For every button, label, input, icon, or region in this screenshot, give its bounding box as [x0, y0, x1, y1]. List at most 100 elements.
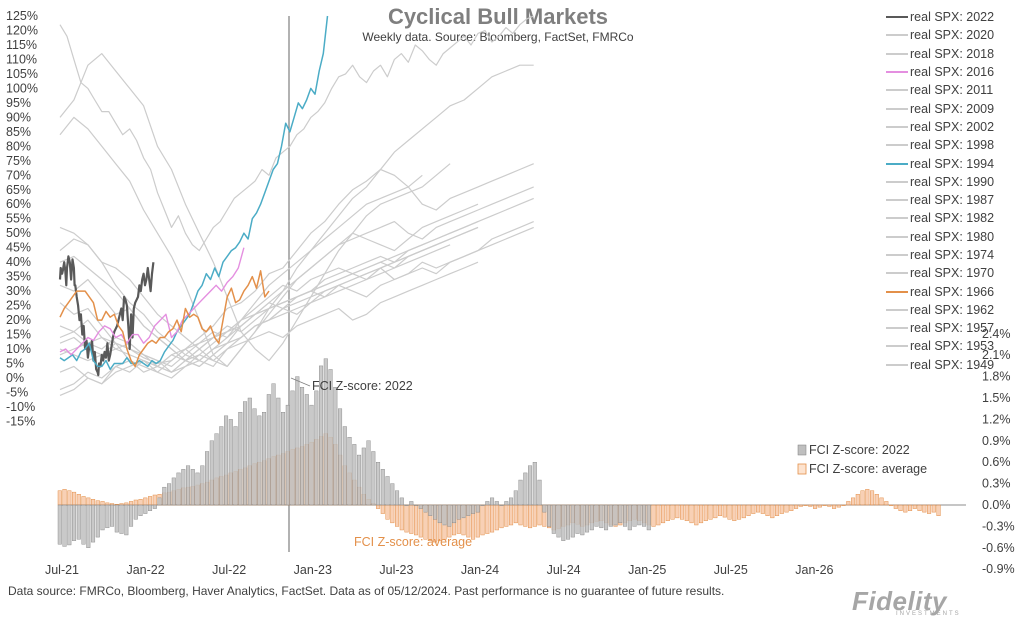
bar-fci-average — [694, 504, 699, 526]
bar-fci-2022 — [285, 404, 290, 506]
bar-fci-average — [718, 504, 723, 516]
bar-fci-average — [699, 504, 704, 524]
bar-fci-2022 — [547, 504, 552, 527]
y-tick-label: -15% — [6, 414, 35, 428]
bar-fci-average — [808, 504, 813, 507]
legend-label: real SPX: 1990 — [910, 174, 995, 189]
legend-label: real SPX: 1994 — [910, 156, 995, 171]
bar-fci-average — [152, 494, 157, 506]
bar-fci-average — [822, 504, 827, 506]
bar-fci-average — [380, 504, 385, 514]
bar-fci-2022 — [238, 412, 243, 506]
bar-fci-average — [143, 497, 148, 506]
line-real-spx-2002 — [59, 163, 534, 362]
bar-fci-average — [528, 504, 533, 529]
x-tick-label: Jan-24 — [461, 563, 499, 577]
legend-line-swatch — [886, 363, 908, 366]
bar-fci-2022 — [195, 472, 200, 506]
legend-item: real SPX: 1962 — [886, 301, 994, 319]
x-tick-label: Jul-24 — [547, 563, 581, 577]
bar-fci-average — [846, 501, 851, 506]
bar-fci-2022 — [361, 447, 366, 506]
bar-fci-2022 — [471, 504, 476, 514]
x-tick-label: Jan-26 — [795, 563, 833, 577]
bar-fci-2022 — [532, 462, 537, 506]
bar-fci-average — [779, 504, 784, 514]
bar-fci-average — [689, 504, 694, 524]
bar-fci-average — [670, 504, 675, 520]
bar-fci-average — [803, 504, 808, 506]
line-real-spx-1994 — [59, 15, 329, 371]
x-tick-label: Jan-25 — [628, 563, 666, 577]
bar-fci-average — [741, 504, 746, 519]
legend-line-swatch — [886, 162, 908, 165]
bar-fci-2022 — [385, 476, 390, 506]
bar-fci-average — [509, 504, 514, 526]
x-tick-label: Jan-22 — [126, 563, 164, 577]
bar-fci-average — [485, 504, 490, 534]
legend-line-swatch — [886, 144, 908, 147]
bar-fci-2022 — [143, 504, 148, 514]
bar-fci-2022 — [409, 501, 414, 506]
bar-fci-2022 — [209, 440, 214, 506]
bar-fci-average — [119, 503, 124, 506]
bar-fci-2022 — [309, 404, 314, 506]
bar-fci-2022 — [266, 394, 271, 506]
bar-fci-average — [76, 494, 81, 506]
legend-item: real SPX: 2011 — [886, 81, 994, 99]
bar-fci-2022 — [152, 504, 157, 509]
legend-item: real SPX: 2022 — [886, 8, 994, 26]
legend-line-swatch — [886, 180, 908, 183]
bar-fci-average — [908, 504, 913, 511]
bar-fci-2022 — [604, 504, 609, 531]
bar-fci-2022 — [119, 504, 124, 534]
bar-fci-2022 — [86, 504, 91, 548]
y-tick-label: 85% — [6, 125, 31, 139]
bar-fci-2022 — [542, 504, 547, 513]
bar-fci-2022 — [81, 504, 86, 545]
bar-fci-average — [72, 491, 77, 506]
legend-label: real SPX: 1987 — [910, 193, 995, 208]
bar-fci-2022 — [114, 504, 119, 533]
bar-fci-2022 — [513, 490, 518, 506]
bar-fci-average — [732, 504, 737, 521]
y2-tick-label: -0.6% — [982, 541, 1015, 555]
bar-fci-2022 — [300, 387, 305, 506]
legend-label: real SPX: 1957 — [910, 321, 995, 336]
bar-fci-2022 — [485, 501, 490, 506]
bar-fci-2022 — [523, 472, 528, 506]
bar-fci-2022 — [72, 504, 77, 541]
bar-fci-average — [912, 504, 917, 509]
bar-fci-average — [499, 504, 504, 529]
y-tick-label: 25% — [6, 299, 31, 313]
bar-fci-2022 — [475, 504, 480, 513]
bar-fci-2022 — [428, 504, 433, 516]
legend-swatch-fci-2022 — [797, 444, 807, 456]
bar-fci-average — [703, 504, 708, 521]
bar-fci-2022 — [338, 408, 343, 506]
bar-fci-average — [865, 489, 870, 506]
legend-item: real SPX: 2002 — [886, 118, 994, 136]
bar-fci-2022 — [371, 451, 376, 506]
y-tick-label: 50% — [6, 226, 31, 240]
bar-fci-2022 — [528, 465, 533, 506]
annotation-pointer — [290, 377, 311, 387]
bar-fci-2022 — [480, 504, 485, 506]
bar-fci-average — [651, 504, 656, 527]
y-tick-label: 0% — [6, 371, 24, 385]
bar-fci-2022 — [390, 483, 395, 506]
legend-line-swatch — [886, 290, 908, 293]
legend-line-swatch — [886, 199, 908, 202]
line-real-spx-1970 — [59, 261, 479, 385]
legend-line-swatch — [886, 217, 908, 220]
legend-label: real SPX: 1974 — [910, 248, 995, 262]
bar-fci-average — [395, 504, 400, 527]
bar-fci-average — [513, 504, 518, 524]
line-real-spx-2022 — [58, 255, 155, 377]
line-real-spx-2009 — [59, 53, 451, 362]
bar-fci-average — [675, 504, 680, 519]
bar-fci-2022 — [314, 390, 319, 506]
bar-fci-2022 — [76, 504, 81, 540]
bar-fci-2022 — [646, 504, 651, 531]
